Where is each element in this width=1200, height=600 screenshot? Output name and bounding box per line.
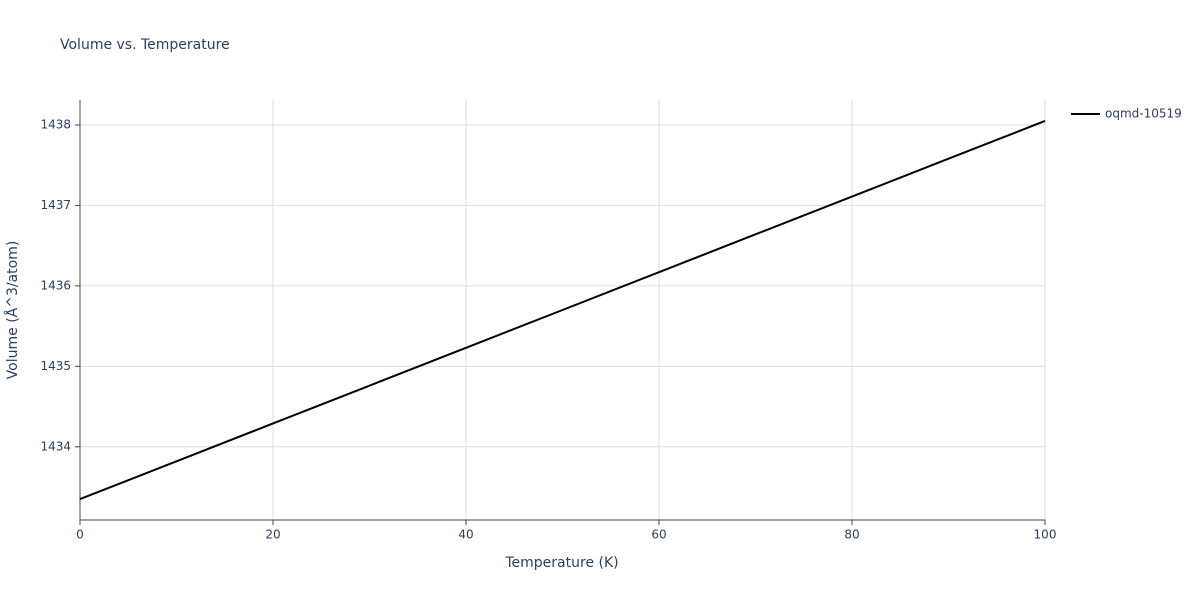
chart-title: Volume vs. Temperature: [60, 37, 230, 53]
y-tick-label: 1436: [40, 278, 71, 292]
x-tick-label: 60: [651, 528, 666, 542]
y-axis-label: Volume (Å^3/atom): [4, 241, 21, 380]
data-line: [79, 119, 1046, 501]
x-tick-label: 100: [1034, 528, 1057, 542]
x-axis-label: Temperature (K): [504, 555, 618, 571]
legend-label: oqmd-10519: [1105, 107, 1182, 121]
y-tick-label: 1434: [40, 439, 71, 453]
x-tick-label: 80: [844, 528, 859, 542]
x-tick-label: 0: [76, 528, 84, 542]
y-tick-label: 1435: [40, 359, 71, 373]
y-tick-label: 1438: [40, 117, 71, 131]
x-tick-label: 20: [265, 528, 280, 542]
x-tick-label: 40: [458, 528, 473, 542]
y-tick-label: 1437: [40, 198, 71, 212]
